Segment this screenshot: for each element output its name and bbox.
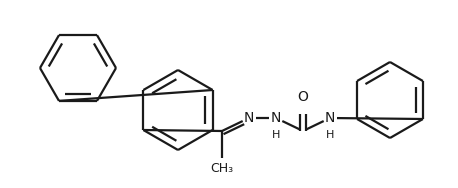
Text: H: H <box>272 130 280 140</box>
Text: N: N <box>271 111 281 125</box>
Text: CH₃: CH₃ <box>210 162 234 175</box>
Text: N: N <box>244 111 254 125</box>
Text: O: O <box>298 90 308 104</box>
Text: H: H <box>326 130 334 140</box>
Text: N: N <box>325 111 335 125</box>
